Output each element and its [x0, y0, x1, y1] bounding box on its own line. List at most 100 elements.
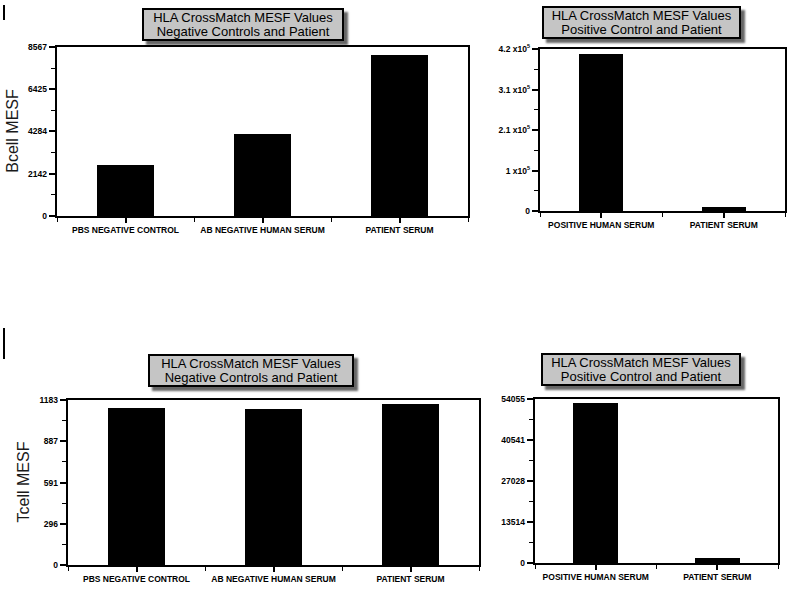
- x-category-label: PBS NEGATIVE CONTROL: [83, 574, 190, 584]
- x-minor-tick: [205, 567, 206, 571]
- y-minor-tick: [529, 501, 533, 502]
- x-category-label: PATIENT SERUM: [683, 572, 751, 582]
- chart-subtitle: Negative Controls and Patient: [152, 371, 350, 385]
- chart-subtitle: Negative Controls and Patient: [146, 25, 340, 39]
- stray-mark: [3, 328, 5, 359]
- x-category-label: PATIENT SERUM: [376, 574, 444, 584]
- x-tick: [399, 218, 401, 223]
- chart-subtitle: Positive Control and Patient: [545, 370, 737, 384]
- y-minor-tick: [529, 542, 533, 543]
- y-tick: [49, 46, 55, 48]
- y-tick: [49, 173, 55, 175]
- x-minor-tick: [342, 567, 343, 571]
- y-axis-label: Tcell MESF: [15, 442, 33, 523]
- y-tick: [60, 440, 66, 442]
- bar: [371, 55, 428, 216]
- bar: [108, 408, 165, 565]
- chart-title-box: HLA CrossMatch MESF Values Positive Cont…: [542, 6, 741, 39]
- chart-title-box: HLA CrossMatch MESF Values Negative Cont…: [142, 8, 344, 41]
- y-tick-label: 8567: [3, 42, 47, 52]
- x-category-label: AB NEGATIVE HUMAN SERUM: [200, 225, 325, 235]
- exponent: 5: [527, 84, 530, 90]
- y-tick: [60, 564, 66, 566]
- y-minor-tick: [51, 110, 55, 111]
- stray-mark: [3, 5, 5, 20]
- y-tick-label: 13514: [481, 517, 525, 527]
- y-tick-label: 0: [486, 206, 530, 216]
- bar: [234, 134, 291, 216]
- bar: [245, 409, 302, 565]
- x-tick: [125, 218, 127, 223]
- y-tick: [532, 89, 538, 91]
- x-tick: [723, 213, 725, 218]
- y-tick: [60, 523, 66, 525]
- y-tick-label: 27028: [481, 476, 525, 486]
- x-tick: [410, 567, 412, 572]
- y-minor-tick: [51, 68, 55, 69]
- y-tick-label: 0: [481, 558, 525, 568]
- x-tick: [262, 218, 264, 223]
- y-tick-label: 0: [3, 211, 47, 221]
- y-minor-tick: [534, 109, 538, 110]
- chart-title: HLA CrossMatch MESF Values: [146, 11, 340, 25]
- y-tick: [527, 521, 533, 523]
- x-category-label: PATIENT SERUM: [365, 225, 433, 235]
- x-minor-tick: [540, 213, 541, 217]
- y-tick-label: 3.1 x105: [486, 85, 530, 95]
- y-tick-label: 1183: [14, 395, 58, 405]
- chart-title-box: HLA CrossMatch MESF Values Negative Cont…: [148, 354, 354, 387]
- y-minor-tick: [529, 419, 533, 420]
- y-tick: [532, 129, 538, 131]
- y-tick-label: 1 x105: [486, 166, 530, 176]
- plot-area: [533, 397, 780, 565]
- y-tick: [527, 562, 533, 564]
- y-tick: [60, 482, 66, 484]
- y-minor-tick: [51, 194, 55, 195]
- y-minor-tick: [534, 190, 538, 191]
- x-minor-tick: [656, 565, 657, 569]
- x-category-label: AB NEGATIVE HUMAN SERUM: [211, 574, 336, 584]
- y-tick-label: 40541: [481, 435, 525, 445]
- x-minor-tick: [331, 218, 332, 222]
- y-minor-tick: [51, 152, 55, 153]
- y-tick: [60, 399, 66, 401]
- y-tick: [527, 398, 533, 400]
- y-minor-tick: [62, 503, 66, 504]
- x-minor-tick: [57, 218, 58, 222]
- y-tick: [49, 88, 55, 90]
- y-tick: [532, 210, 538, 212]
- bar: [382, 404, 439, 565]
- plot-area: [538, 47, 787, 213]
- x-tick: [273, 567, 275, 572]
- x-category-label: PATIENT SERUM: [690, 220, 758, 230]
- y-minor-tick: [62, 544, 66, 545]
- y-tick-label: 0: [14, 560, 58, 570]
- y-tick-label: 2.1 x105: [486, 125, 530, 135]
- chart-title: HLA CrossMatch MESF Values: [152, 357, 350, 371]
- bar: [702, 207, 746, 211]
- y-minor-tick: [62, 461, 66, 462]
- y-tick-label: 4.2 x105: [486, 44, 530, 54]
- x-tick: [136, 567, 138, 572]
- x-minor-tick: [194, 218, 195, 222]
- y-axis-label: Bcell MESF: [4, 89, 22, 173]
- bar: [695, 558, 740, 563]
- chart-title: HLA CrossMatch MESF Values: [545, 356, 737, 370]
- exponent: 5: [527, 124, 530, 130]
- y-tick: [49, 130, 55, 132]
- x-minor-tick: [778, 565, 779, 569]
- y-tick-label: 54055: [481, 394, 525, 404]
- x-tick: [716, 565, 718, 570]
- y-tick: [532, 170, 538, 172]
- y-tick: [532, 48, 538, 50]
- x-minor-tick: [662, 213, 663, 217]
- y-tick: [527, 480, 533, 482]
- x-category-label: POSITIVE HUMAN SERUM: [543, 572, 649, 582]
- x-minor-tick: [68, 567, 69, 571]
- y-minor-tick: [534, 69, 538, 70]
- x-category-label: PBS NEGATIVE CONTROL: [72, 225, 179, 235]
- bar: [97, 165, 154, 216]
- bar: [579, 54, 623, 211]
- chart-title-box: HLA CrossMatch MESF Values Positive Cont…: [541, 353, 741, 386]
- y-minor-tick: [529, 460, 533, 461]
